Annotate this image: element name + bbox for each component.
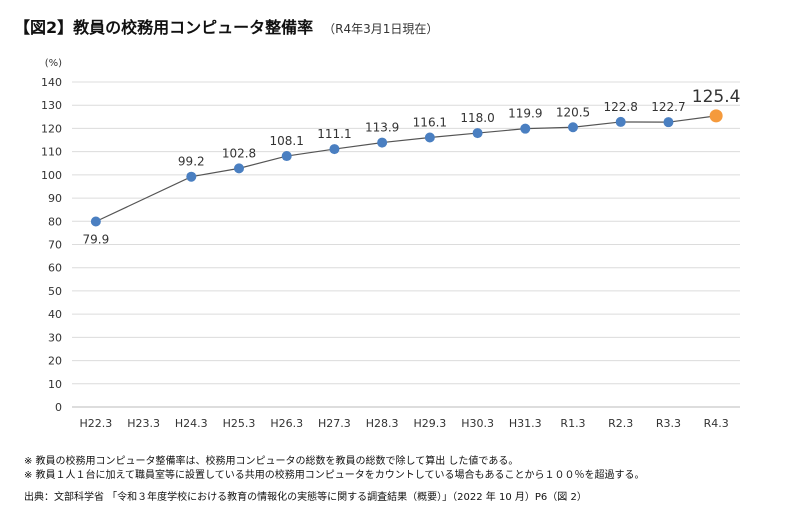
x-tick-label: H29.3 [413, 417, 446, 430]
y-tick-label: 80 [48, 215, 62, 228]
data-label: 116.1 [413, 115, 447, 129]
y-tick-label: 50 [48, 285, 62, 298]
data-label: 119.9 [508, 107, 542, 121]
x-tick-label: H22.3 [79, 417, 112, 430]
x-tick-label: R2.3 [608, 417, 633, 430]
x-tick-label: H28.3 [366, 417, 399, 430]
data-point [520, 123, 531, 134]
data-label: 79.9 [82, 233, 109, 247]
x-tick-label: H30.3 [461, 417, 494, 430]
data-point [568, 122, 578, 133]
y-tick-label: 0 [55, 401, 62, 414]
data-point [234, 163, 244, 174]
data-label: 111.1 [317, 127, 351, 141]
data-label: 99.2 [178, 155, 205, 169]
y-tick-label: 120 [41, 122, 62, 135]
x-tick-label: H24.3 [175, 417, 208, 430]
data-point-highlight [709, 109, 723, 123]
y-tick-label: 10 [48, 378, 62, 391]
chart-title: 【図2】教員の校務用コンピュータ整備率 （R4年3月1日現在） [14, 14, 438, 38]
source-citation: 出典：文部科学省 「令和３年度学校における教育の情報化の実態等に関する調査結果（… [24, 492, 587, 503]
y-tick-label: 20 [48, 355, 62, 368]
x-tick-label: H31.3 [509, 417, 542, 430]
data-point [186, 171, 197, 182]
x-tick-label: H23.3 [127, 417, 160, 430]
data-point [90, 216, 101, 227]
data-label: 125.4 [692, 87, 741, 107]
x-tick-label: R1.3 [560, 417, 585, 430]
y-tick-label: 70 [48, 239, 62, 252]
footnote-1: ※ 教員の校務用コンピュータ整備率は、校務用コンピュータの総数を教員の総数で除し… [24, 456, 519, 467]
data-point [663, 117, 674, 128]
data-point [472, 128, 483, 139]
y-tick-label: 30 [48, 331, 62, 344]
data-point [424, 132, 435, 143]
chart-title-main: 【図2】教員の校務用コンピュータ整備率 [14, 18, 314, 37]
data-point [377, 137, 388, 148]
y-axis-unit-label: (%) [45, 58, 62, 69]
y-tick-label: 100 [41, 169, 62, 182]
x-tick-label: R3.3 [656, 417, 681, 430]
line-chart: 0 10 20 30 40 50 60 70 80 90 100 110 120 130 140 (%) H22… [41, 58, 741, 430]
footnote-2: ※ 教員１人１台に加えて職員室等に設置している共用の校務用コンピュータをカウント… [24, 470, 645, 481]
x-tick-label: H27.3 [318, 417, 351, 430]
x-tick-label: H26.3 [270, 417, 303, 430]
y-tick-label: 40 [48, 308, 62, 321]
data-label: 108.1 [270, 134, 304, 148]
data-point [281, 151, 292, 162]
y-tick-label: 110 [41, 146, 62, 159]
y-tick-label: 130 [41, 99, 62, 112]
y-tick-label: 60 [48, 262, 62, 275]
data-label: 120.5 [556, 105, 590, 119]
data-label: 102.8 [222, 146, 256, 160]
data-label: 113.9 [365, 121, 399, 135]
x-tick-label: H25.3 [223, 417, 256, 430]
y-tick-label: 90 [48, 192, 62, 205]
data-label: 118.0 [460, 111, 494, 125]
data-label: 122.7 [651, 100, 685, 114]
data-point [615, 116, 626, 127]
x-tick-label: R4.3 [704, 417, 729, 430]
data-label: 122.8 [604, 100, 638, 114]
y-tick-label: 140 [41, 76, 62, 89]
data-point [329, 144, 340, 155]
chart-title-sub: （R4年3月1日現在） [323, 22, 439, 36]
